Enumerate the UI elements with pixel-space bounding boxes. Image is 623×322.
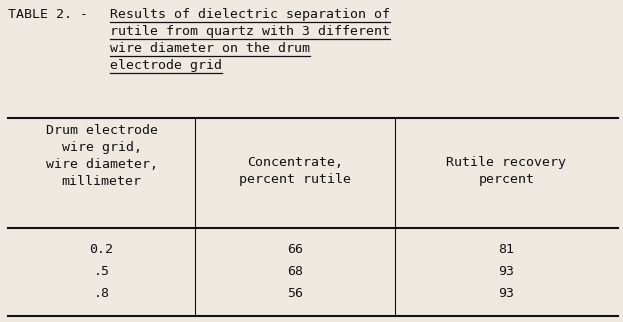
Text: 93: 93	[498, 265, 515, 278]
Text: millimeter: millimeter	[62, 175, 141, 188]
Text: 66: 66	[287, 243, 303, 256]
Text: wire diameter on the drum: wire diameter on the drum	[110, 42, 310, 55]
Text: 93: 93	[498, 287, 515, 300]
Text: Rutile recovery: Rutile recovery	[447, 156, 566, 169]
Text: wire diameter,: wire diameter,	[45, 158, 158, 171]
Text: Concentrate,: Concentrate,	[247, 156, 343, 169]
Text: percent: percent	[478, 173, 535, 186]
Text: TABLE 2. -: TABLE 2. -	[8, 8, 96, 21]
Text: rutile from quartz with 3 different: rutile from quartz with 3 different	[110, 25, 390, 38]
Text: Drum electrode: Drum electrode	[45, 124, 158, 137]
Text: 81: 81	[498, 243, 515, 256]
Text: wire grid,: wire grid,	[62, 141, 141, 154]
Text: .5: .5	[93, 265, 110, 278]
Text: 0.2: 0.2	[90, 243, 113, 256]
Text: 56: 56	[287, 287, 303, 300]
Text: 68: 68	[287, 265, 303, 278]
Text: electrode grid: electrode grid	[110, 59, 222, 72]
Text: Results of dielectric separation of: Results of dielectric separation of	[110, 8, 390, 21]
Text: percent rutile: percent rutile	[239, 173, 351, 186]
Text: .8: .8	[93, 287, 110, 300]
